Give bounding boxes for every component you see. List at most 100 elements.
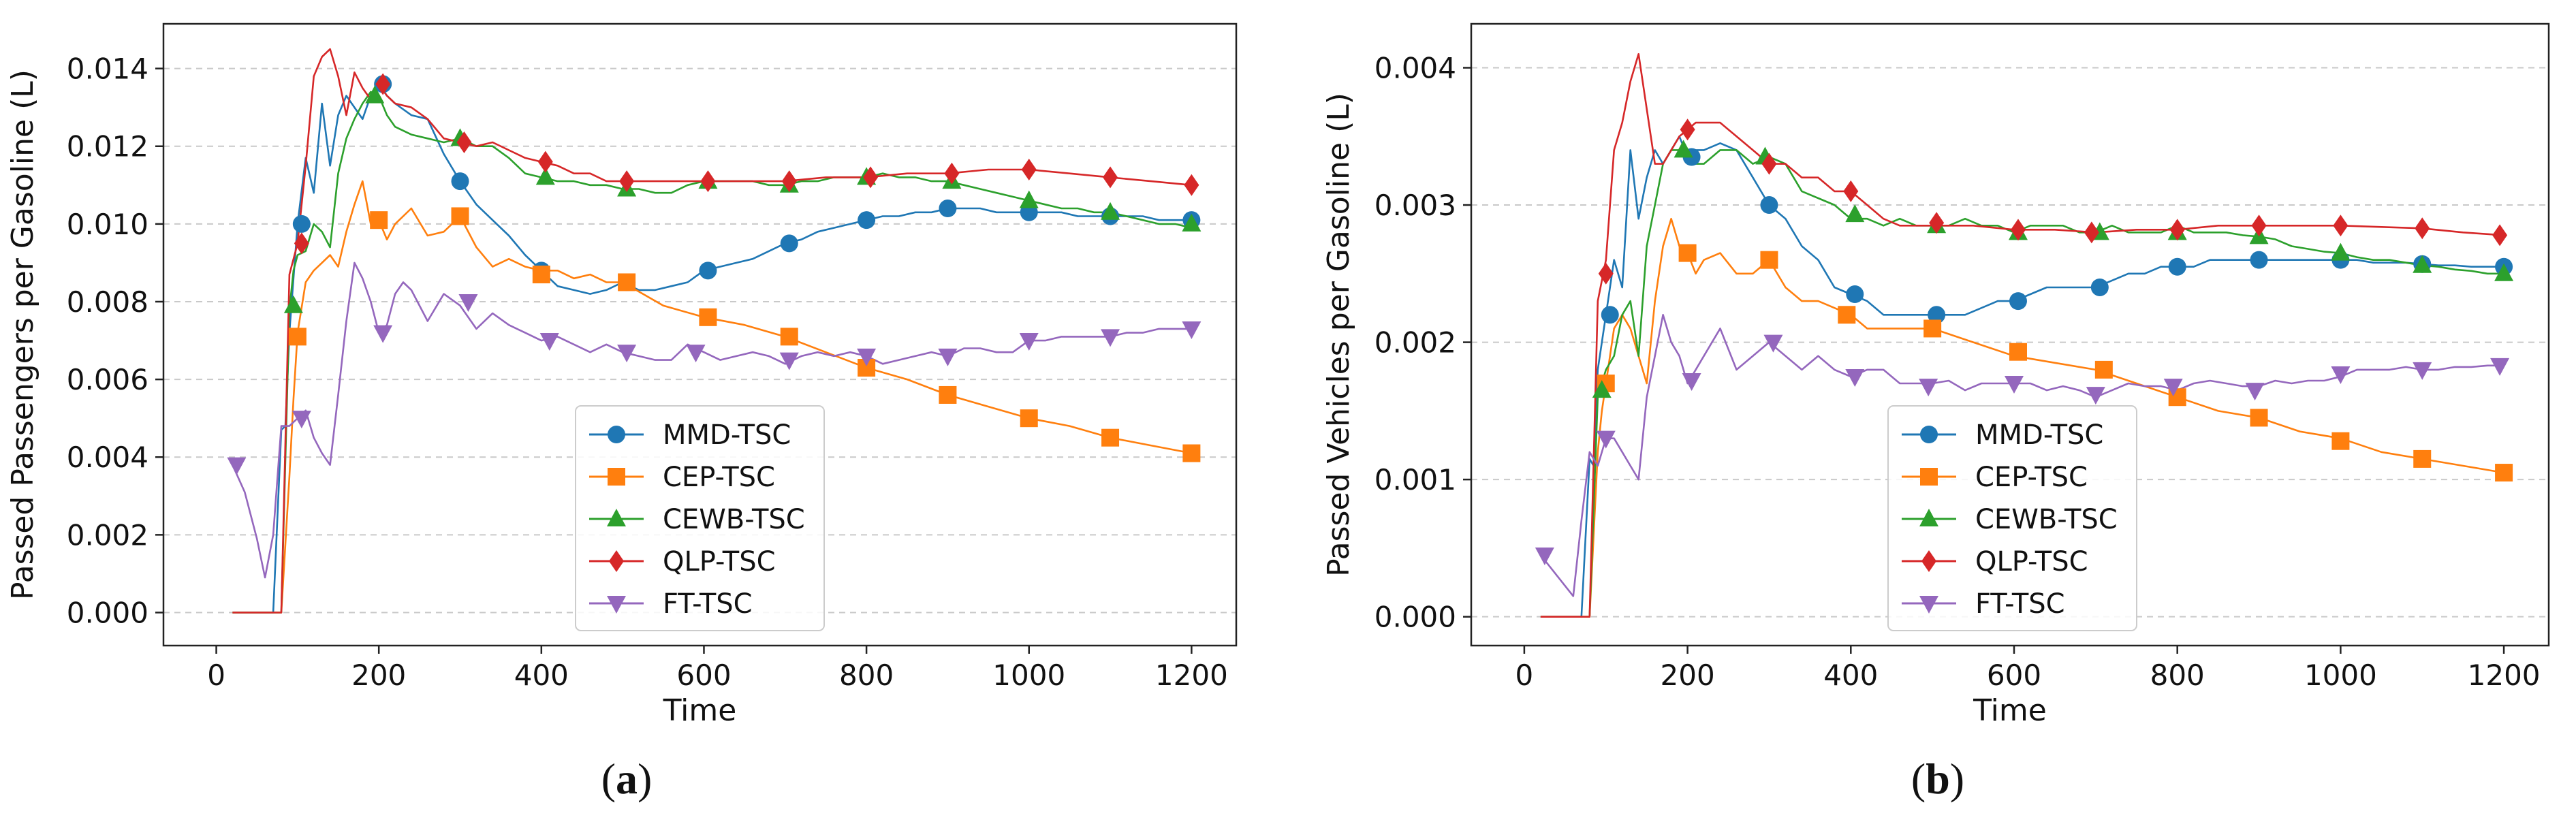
data-point-ft-tsc bbox=[1682, 373, 1701, 392]
data-point-qlp-tsc bbox=[2333, 215, 2349, 237]
panel-caption-close: ) bbox=[1950, 755, 1964, 803]
data-point-ft-tsc bbox=[1919, 379, 1938, 397]
x-tick-label: 200 bbox=[1661, 659, 1715, 692]
y-axis-label: Passed Passengers per Gasoline (L) bbox=[5, 69, 40, 600]
x-tick-label: 600 bbox=[676, 659, 731, 692]
data-point-ft-tsc bbox=[227, 457, 247, 475]
panel-a-chart: 0.000 0.002 0.004 0.006 0.008 0.010 0.012 0.014… bbox=[5, 22, 1238, 803]
series-line-cewb-tsc bbox=[232, 91, 1192, 614]
data-point-cewb-tsc bbox=[1101, 202, 1120, 220]
data-point-cep-tsc bbox=[2495, 464, 2513, 482]
data-point-ft-tsc bbox=[1596, 430, 1616, 449]
y-tick-label: 0.010 bbox=[67, 208, 148, 241]
data-point-qlp-tsc bbox=[294, 232, 309, 255]
data-point-qlp-tsc bbox=[2010, 219, 2026, 241]
data-point-cewb-tsc bbox=[1182, 213, 1201, 232]
legend-label: CEWB-TSC bbox=[1975, 504, 2118, 535]
y-tick-label: 0.001 bbox=[1375, 463, 1456, 496]
data-point-cep-tsc bbox=[1101, 428, 1120, 447]
data-point-ft-tsc bbox=[2413, 362, 2432, 380]
data-point-mmd-tsc bbox=[1928, 306, 1946, 324]
data-point-mmd-tsc bbox=[780, 234, 798, 253]
x-tick-label: 400 bbox=[1823, 659, 1878, 692]
data-point-cep-tsc bbox=[618, 273, 636, 291]
y-tick-label: 0.006 bbox=[67, 363, 148, 396]
y-tick-label: 0.004 bbox=[1375, 51, 1456, 84]
x-tick-label: 1200 bbox=[1155, 659, 1228, 692]
data-point-qlp-tsc bbox=[1103, 166, 1118, 189]
panel-caption: (b) bbox=[1911, 755, 1964, 803]
x-axis-label: Time bbox=[1973, 693, 2047, 728]
data-point-qlp-tsc bbox=[1598, 262, 1614, 285]
data-point-qlp-tsc bbox=[863, 166, 879, 189]
data-point-qlp-tsc bbox=[1929, 212, 1945, 234]
y-tick-label: 0.000 bbox=[1375, 601, 1456, 634]
data-point-ft-tsc bbox=[2086, 387, 2105, 405]
data-point-ft-tsc bbox=[2331, 366, 2351, 384]
data-point-qlp-tsc bbox=[619, 170, 635, 193]
legend-label: MMD-TSC bbox=[1975, 419, 2103, 451]
data-point-cewb-tsc bbox=[1674, 140, 1693, 158]
y-tick-label: 0.002 bbox=[1375, 326, 1456, 360]
legend-marker-qlp-tsc bbox=[609, 550, 624, 572]
series-line-qlp-tsc bbox=[1540, 53, 2504, 618]
data-point-cep-tsc bbox=[1760, 251, 1778, 269]
y-tick-label: 0.014 bbox=[67, 52, 148, 86]
data-point-ft-tsc bbox=[2245, 383, 2265, 401]
data-point-cep-tsc bbox=[780, 328, 798, 346]
legend-label: MMD-TSC bbox=[663, 419, 791, 451]
data-point-mmd-tsc bbox=[2009, 292, 2027, 311]
data-point-mmd-tsc bbox=[2168, 257, 2186, 276]
data-point-qlp-tsc bbox=[537, 150, 553, 173]
legend-label: CEWB-TSC bbox=[663, 504, 805, 535]
panel-caption-open: ( bbox=[601, 755, 616, 803]
data-point-cep-tsc bbox=[2413, 449, 2432, 468]
data-point-ft-tsc bbox=[292, 411, 311, 429]
x-tick-label: 0 bbox=[1515, 659, 1534, 692]
x-tick-label: 1000 bbox=[992, 659, 1065, 692]
legend-label: FT-TSC bbox=[1975, 588, 2065, 620]
data-point-cewb-tsc bbox=[1019, 190, 1039, 208]
legend-marker-cep-tsc bbox=[1920, 468, 1938, 486]
data-point-ft-tsc bbox=[938, 348, 958, 366]
data-point-mmd-tsc bbox=[699, 262, 717, 280]
data-point-qlp-tsc bbox=[1021, 158, 1037, 180]
panel-caption-close: ) bbox=[638, 755, 652, 803]
data-point-ft-tsc bbox=[1763, 334, 1783, 353]
series-line-cep-tsc bbox=[1540, 217, 2504, 618]
x-tick-label: 200 bbox=[351, 659, 406, 692]
data-point-cep-tsc bbox=[1838, 306, 1856, 324]
data-point-cewb-tsc bbox=[283, 295, 303, 313]
data-point-qlp-tsc bbox=[2415, 217, 2430, 240]
legend-marker-cep-tsc bbox=[608, 468, 625, 486]
legend-label: CEP-TSC bbox=[663, 462, 775, 493]
data-point-qlp-tsc bbox=[456, 131, 472, 154]
data-point-qlp-tsc bbox=[781, 170, 797, 193]
y-tick-label: 0.000 bbox=[67, 596, 148, 629]
data-point-ft-tsc bbox=[539, 333, 559, 351]
legend: MMD-TSC CEP-TSC CEWB-TSC QLP-TSC FT-TSC bbox=[1887, 405, 2137, 631]
data-point-cep-tsc bbox=[532, 266, 550, 284]
data-point-cep-tsc bbox=[1182, 444, 1201, 462]
data-point-ft-tsc bbox=[1845, 368, 1865, 387]
data-point-ft-tsc bbox=[1535, 547, 1554, 565]
data-point-ft-tsc bbox=[617, 345, 637, 363]
data-point-ft-tsc bbox=[458, 294, 478, 312]
data-point-qlp-tsc bbox=[944, 162, 960, 185]
data-point-qlp-tsc bbox=[375, 73, 391, 95]
data-point-cewb-tsc bbox=[2413, 255, 2432, 273]
data-point-cep-tsc bbox=[1678, 244, 1697, 262]
data-point-qlp-tsc bbox=[1843, 180, 1859, 202]
data-point-cep-tsc bbox=[451, 207, 469, 225]
data-point-mmd-tsc bbox=[1760, 196, 1778, 215]
data-point-cewb-tsc bbox=[365, 85, 385, 104]
series-line-cewb-tsc bbox=[1540, 149, 2504, 618]
legend-box bbox=[575, 405, 825, 631]
legend-marker-ft-tsc bbox=[1919, 596, 1938, 614]
series-line-mmd-tsc bbox=[1540, 136, 2504, 618]
x-tick-label: 600 bbox=[1987, 659, 2041, 692]
data-point-cewb-tsc bbox=[2494, 263, 2514, 281]
series-line-ft-tsc bbox=[1539, 313, 2504, 597]
legend-label: QLP-TSC bbox=[663, 546, 776, 577]
